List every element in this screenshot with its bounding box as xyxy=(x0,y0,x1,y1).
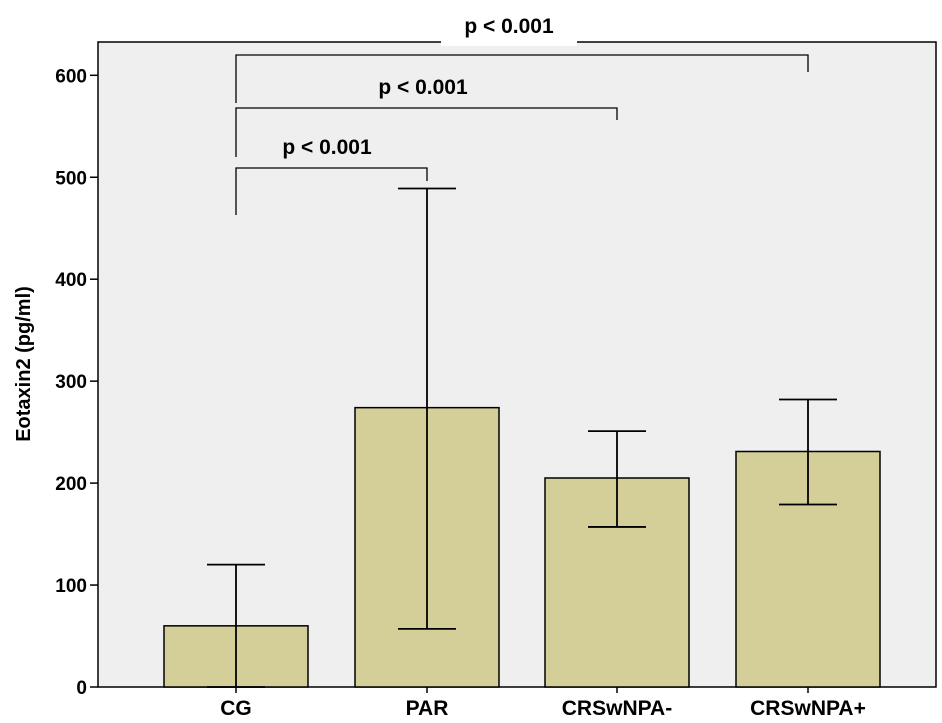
y-tick-label: 0 xyxy=(76,678,87,699)
error-bar xyxy=(398,187,456,630)
y-tick-label: 200 xyxy=(55,474,87,495)
error-bars-layer xyxy=(207,187,837,688)
p-value-label: p < 0.001 xyxy=(282,136,372,159)
significance-brackets: p < 0.001 p < 0.001 p < 0.001 xyxy=(235,15,809,215)
bracket-line xyxy=(235,54,809,103)
significance-bracket: p < 0.001 xyxy=(235,76,618,157)
y-axis-title: Eotaxin2 (pg/ml) xyxy=(13,286,35,442)
x-tick-label: CG xyxy=(220,697,252,720)
x-tick-label: CRSwNPA+ xyxy=(750,697,866,720)
p-value-label: p < 0.001 xyxy=(464,15,554,38)
x-axis-categories: CG PAR CRSwNPA- CRSwNPA+ xyxy=(220,687,866,720)
error-bar xyxy=(779,398,837,506)
bracket-line xyxy=(235,167,428,215)
y-tick-label: 500 xyxy=(55,168,87,189)
error-bar xyxy=(588,430,646,528)
p-value-label: p < 0.001 xyxy=(378,76,468,99)
y-tick-label: 300 xyxy=(55,372,87,393)
annotation-backdrop xyxy=(441,18,577,46)
x-tick-label: CRSwNPA- xyxy=(562,697,672,720)
significance-bracket: p < 0.001 xyxy=(235,136,428,215)
y-tick-label: 600 xyxy=(55,66,87,87)
y-tick-label: 100 xyxy=(55,576,87,597)
y-axis: 0 100 200 300 400 500 600 xyxy=(55,66,98,699)
x-tick-label: PAR xyxy=(406,697,449,720)
bracket-line xyxy=(235,107,618,157)
y-tick-label: 400 xyxy=(55,270,87,291)
significance-bracket: p < 0.001 xyxy=(235,15,809,103)
